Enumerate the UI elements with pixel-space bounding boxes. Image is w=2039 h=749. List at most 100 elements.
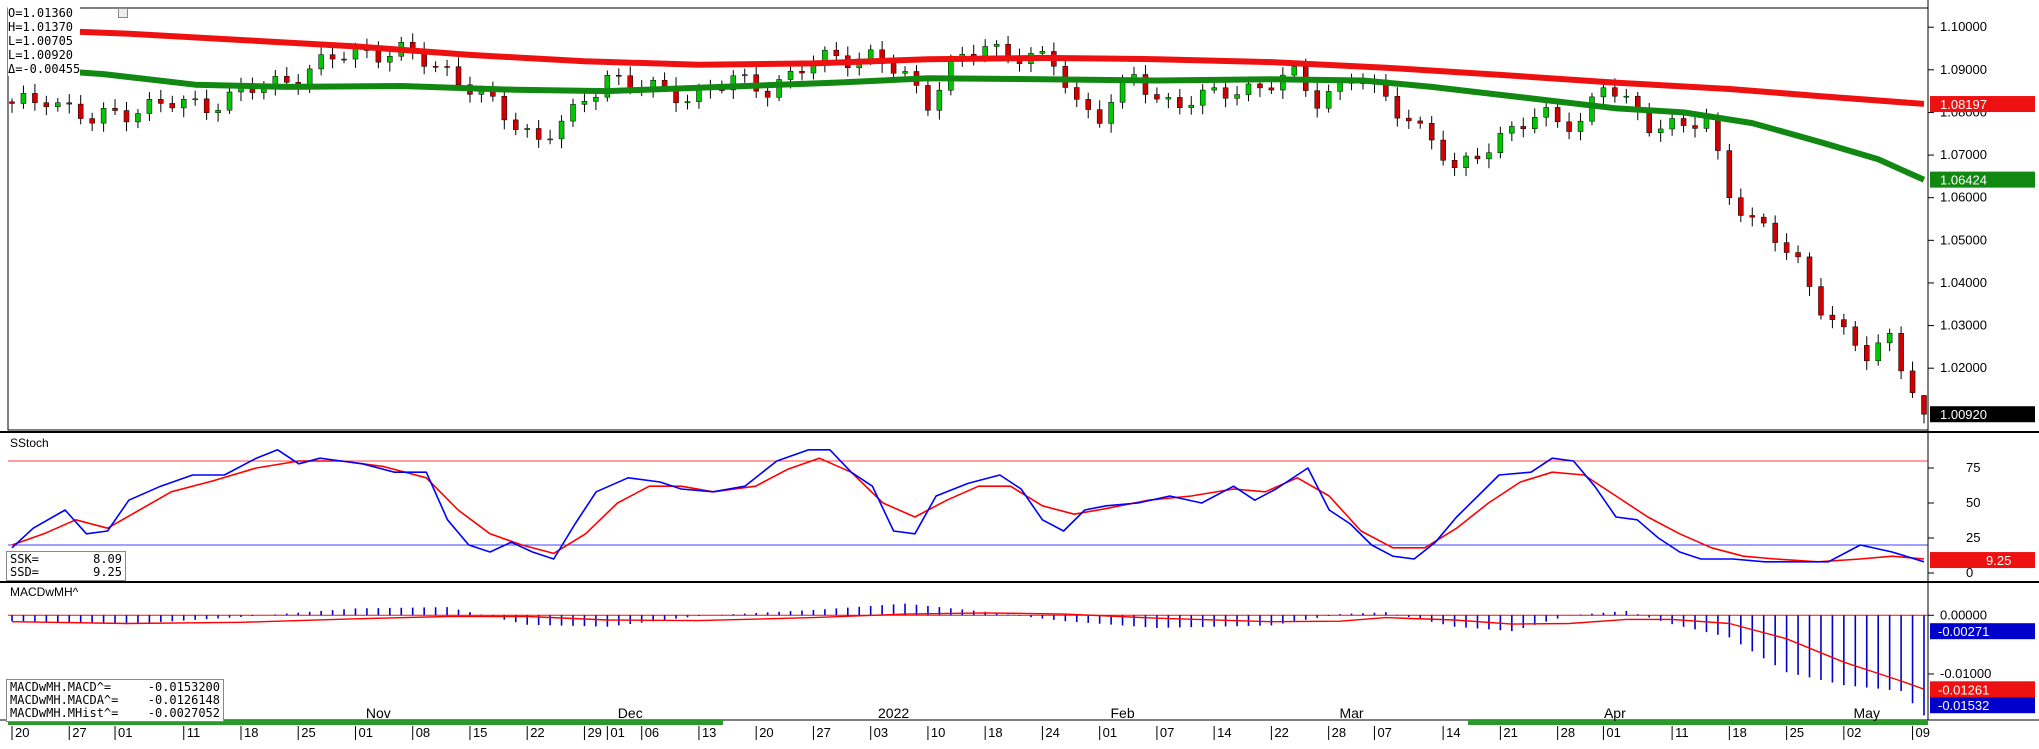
- ssk-line: [11, 448, 1925, 563]
- macda-name: MACDwMH.MACDA^=: [10, 693, 119, 707]
- candle-body: [1818, 286, 1824, 316]
- candle-body: [730, 75, 737, 91]
- x-tick-label: 01: [118, 725, 132, 740]
- candle-body: [1428, 123, 1435, 141]
- macd-badge-label: -0.01261: [1938, 682, 1989, 697]
- candle-body: [524, 128, 530, 130]
- moving-average-slow: [11, 64, 1926, 183]
- candle-body: [1749, 215, 1756, 218]
- price-tick-label: 1.05000: [1940, 232, 1987, 247]
- candle-body: [1589, 96, 1595, 122]
- candle-body: [1886, 333, 1893, 344]
- candle-body: [123, 110, 130, 123]
- candle-body: [1738, 197, 1744, 216]
- candle-body: [764, 90, 771, 98]
- candle-body: [455, 66, 462, 86]
- price-badge: [1930, 96, 2035, 113]
- x-tick-label: 15: [473, 725, 487, 740]
- price-tick-label: 1.07000: [1940, 147, 1987, 162]
- candle-body: [226, 91, 233, 111]
- x-tick-label: 01: [1103, 725, 1117, 740]
- macd-badge: [1930, 697, 2035, 714]
- ohlc-readout: O=1.01360 H=1.01370 L=1.00705 L=1.00920 …: [8, 6, 81, 76]
- x-tick-label: 01: [358, 725, 372, 740]
- candle-body: [1440, 139, 1446, 161]
- candle-body: [318, 54, 324, 70]
- candle-body: [1165, 97, 1172, 100]
- candle-body: [329, 54, 336, 60]
- candle-body: [192, 98, 198, 101]
- ohlc-high: H=1.01370: [8, 20, 74, 34]
- candle-body: [89, 118, 95, 124]
- candle-body: [66, 102, 72, 105]
- candle-body: [890, 63, 897, 74]
- x-tick-label: 07: [1160, 725, 1174, 740]
- x-tick-label: 02: [1847, 725, 1861, 740]
- candle-body: [1898, 333, 1904, 372]
- candle-body: [993, 44, 1000, 47]
- candle-body: [627, 75, 634, 89]
- x-tick-label: 14: [1217, 725, 1231, 740]
- candle-body: [925, 85, 931, 111]
- candle-body: [77, 103, 84, 119]
- x-tick-label: 18: [244, 725, 258, 740]
- x-tick-label: 22: [1274, 725, 1288, 740]
- x-tick-label: 20: [15, 725, 29, 740]
- ssk-name: SSK=: [10, 552, 39, 566]
- candle-body: [1142, 74, 1149, 95]
- x-tick-label: 03: [874, 725, 888, 740]
- candle-body: [55, 102, 61, 107]
- candle-body: [902, 71, 908, 74]
- candle-body: [1257, 83, 1263, 89]
- candle-body: [1646, 111, 1652, 134]
- price-tick-label: 1.02000: [1940, 360, 1987, 375]
- candle-body: [1234, 94, 1240, 99]
- candle-body: [604, 75, 611, 98]
- scroll-range-bar: [1468, 720, 1928, 725]
- candle-body: [1314, 90, 1320, 109]
- candle-body: [1600, 87, 1607, 98]
- candle-body: [1829, 314, 1836, 320]
- candle-body: [1726, 150, 1733, 198]
- x-major-label: 2022: [878, 705, 909, 721]
- candle-body: [535, 128, 542, 140]
- candle-body: [1085, 99, 1091, 110]
- candle-body: [1531, 116, 1538, 130]
- candle-body: [547, 138, 553, 141]
- x-major-label: Mar: [1339, 705, 1363, 721]
- candle-body: [1096, 109, 1103, 124]
- x-tick-label: 28: [1332, 725, 1346, 740]
- macd-readout: MACDwMH.MACD^= -0.0153200 MACDwMH.MACDA^=…: [6, 679, 224, 722]
- candle-body: [1909, 370, 1916, 393]
- candle-body: [1486, 152, 1492, 160]
- price-tick-label: 1.06000: [1940, 190, 1987, 205]
- collapse-handle-icon[interactable]: [118, 8, 128, 18]
- x-tick-label: 21: [1503, 725, 1517, 740]
- candle-body: [1841, 319, 1847, 328]
- candle-body: [341, 58, 347, 61]
- x-tick-label: 20: [759, 725, 773, 740]
- candle-body: [593, 96, 599, 102]
- candle-body: [203, 98, 210, 113]
- ohlc-last: L=1.00920: [8, 48, 74, 62]
- macd-name: MACDwMH.MACD^=: [10, 680, 112, 694]
- ssk-value: 8.09: [93, 552, 122, 566]
- candle-body: [9, 101, 15, 104]
- x-tick-label: 11: [187, 725, 201, 740]
- candle-body: [1760, 216, 1767, 224]
- mhist-value: -0.0027052: [147, 706, 220, 720]
- stoch-tick-label: 75: [1966, 460, 1980, 475]
- x-tick-label: 18: [1732, 725, 1746, 740]
- candle-body: [1463, 155, 1469, 168]
- candle-body: [1280, 74, 1286, 91]
- candle-body: [1406, 117, 1412, 122]
- price-badge-label: 1.00920: [1940, 407, 1987, 422]
- candle-body: [1245, 83, 1252, 95]
- candle-body: [1623, 95, 1630, 98]
- candle-body: [1921, 395, 1927, 415]
- macd-title: MACDwMH^: [10, 585, 79, 599]
- candle-body: [1417, 120, 1423, 124]
- x-tick-label: 29: [587, 725, 601, 740]
- x-tick-label: 08: [416, 725, 430, 740]
